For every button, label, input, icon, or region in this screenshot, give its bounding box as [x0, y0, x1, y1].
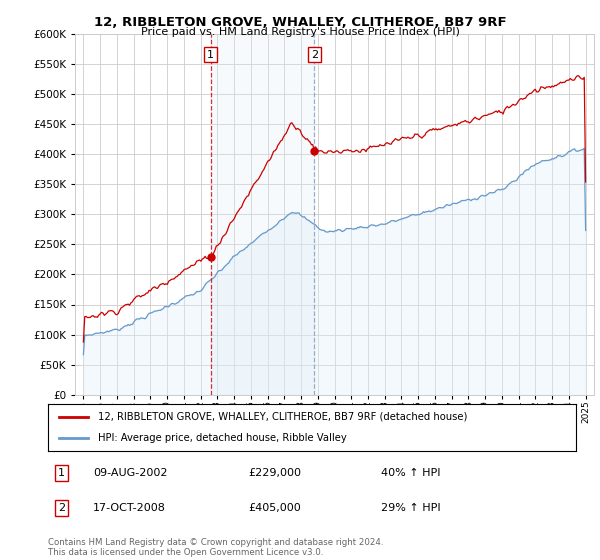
Text: 1: 1	[207, 50, 214, 60]
Text: £405,000: £405,000	[248, 503, 301, 513]
Text: 12, RIBBLETON GROVE, WHALLEY, CLITHEROE, BB7 9RF (detached house): 12, RIBBLETON GROVE, WHALLEY, CLITHEROE,…	[98, 412, 467, 422]
Text: Price paid vs. HM Land Registry's House Price Index (HPI): Price paid vs. HM Land Registry's House …	[140, 27, 460, 37]
Text: 2: 2	[311, 50, 318, 60]
Text: 1: 1	[58, 468, 65, 478]
Text: HPI: Average price, detached house, Ribble Valley: HPI: Average price, detached house, Ribb…	[98, 433, 347, 444]
Text: 2: 2	[58, 503, 65, 513]
Text: Contains HM Land Registry data © Crown copyright and database right 2024.
This d: Contains HM Land Registry data © Crown c…	[48, 538, 383, 557]
Bar	[211, 34, 314, 395]
Text: £229,000: £229,000	[248, 468, 302, 478]
Text: 12, RIBBLETON GROVE, WHALLEY, CLITHEROE, BB7 9RF: 12, RIBBLETON GROVE, WHALLEY, CLITHEROE,…	[94, 16, 506, 29]
Text: 40% ↑ HPI: 40% ↑ HPI	[380, 468, 440, 478]
Text: 09-AUG-2002: 09-AUG-2002	[93, 468, 167, 478]
Text: 29% ↑ HPI: 29% ↑ HPI	[380, 503, 440, 513]
Text: 17-OCT-2008: 17-OCT-2008	[93, 503, 166, 513]
